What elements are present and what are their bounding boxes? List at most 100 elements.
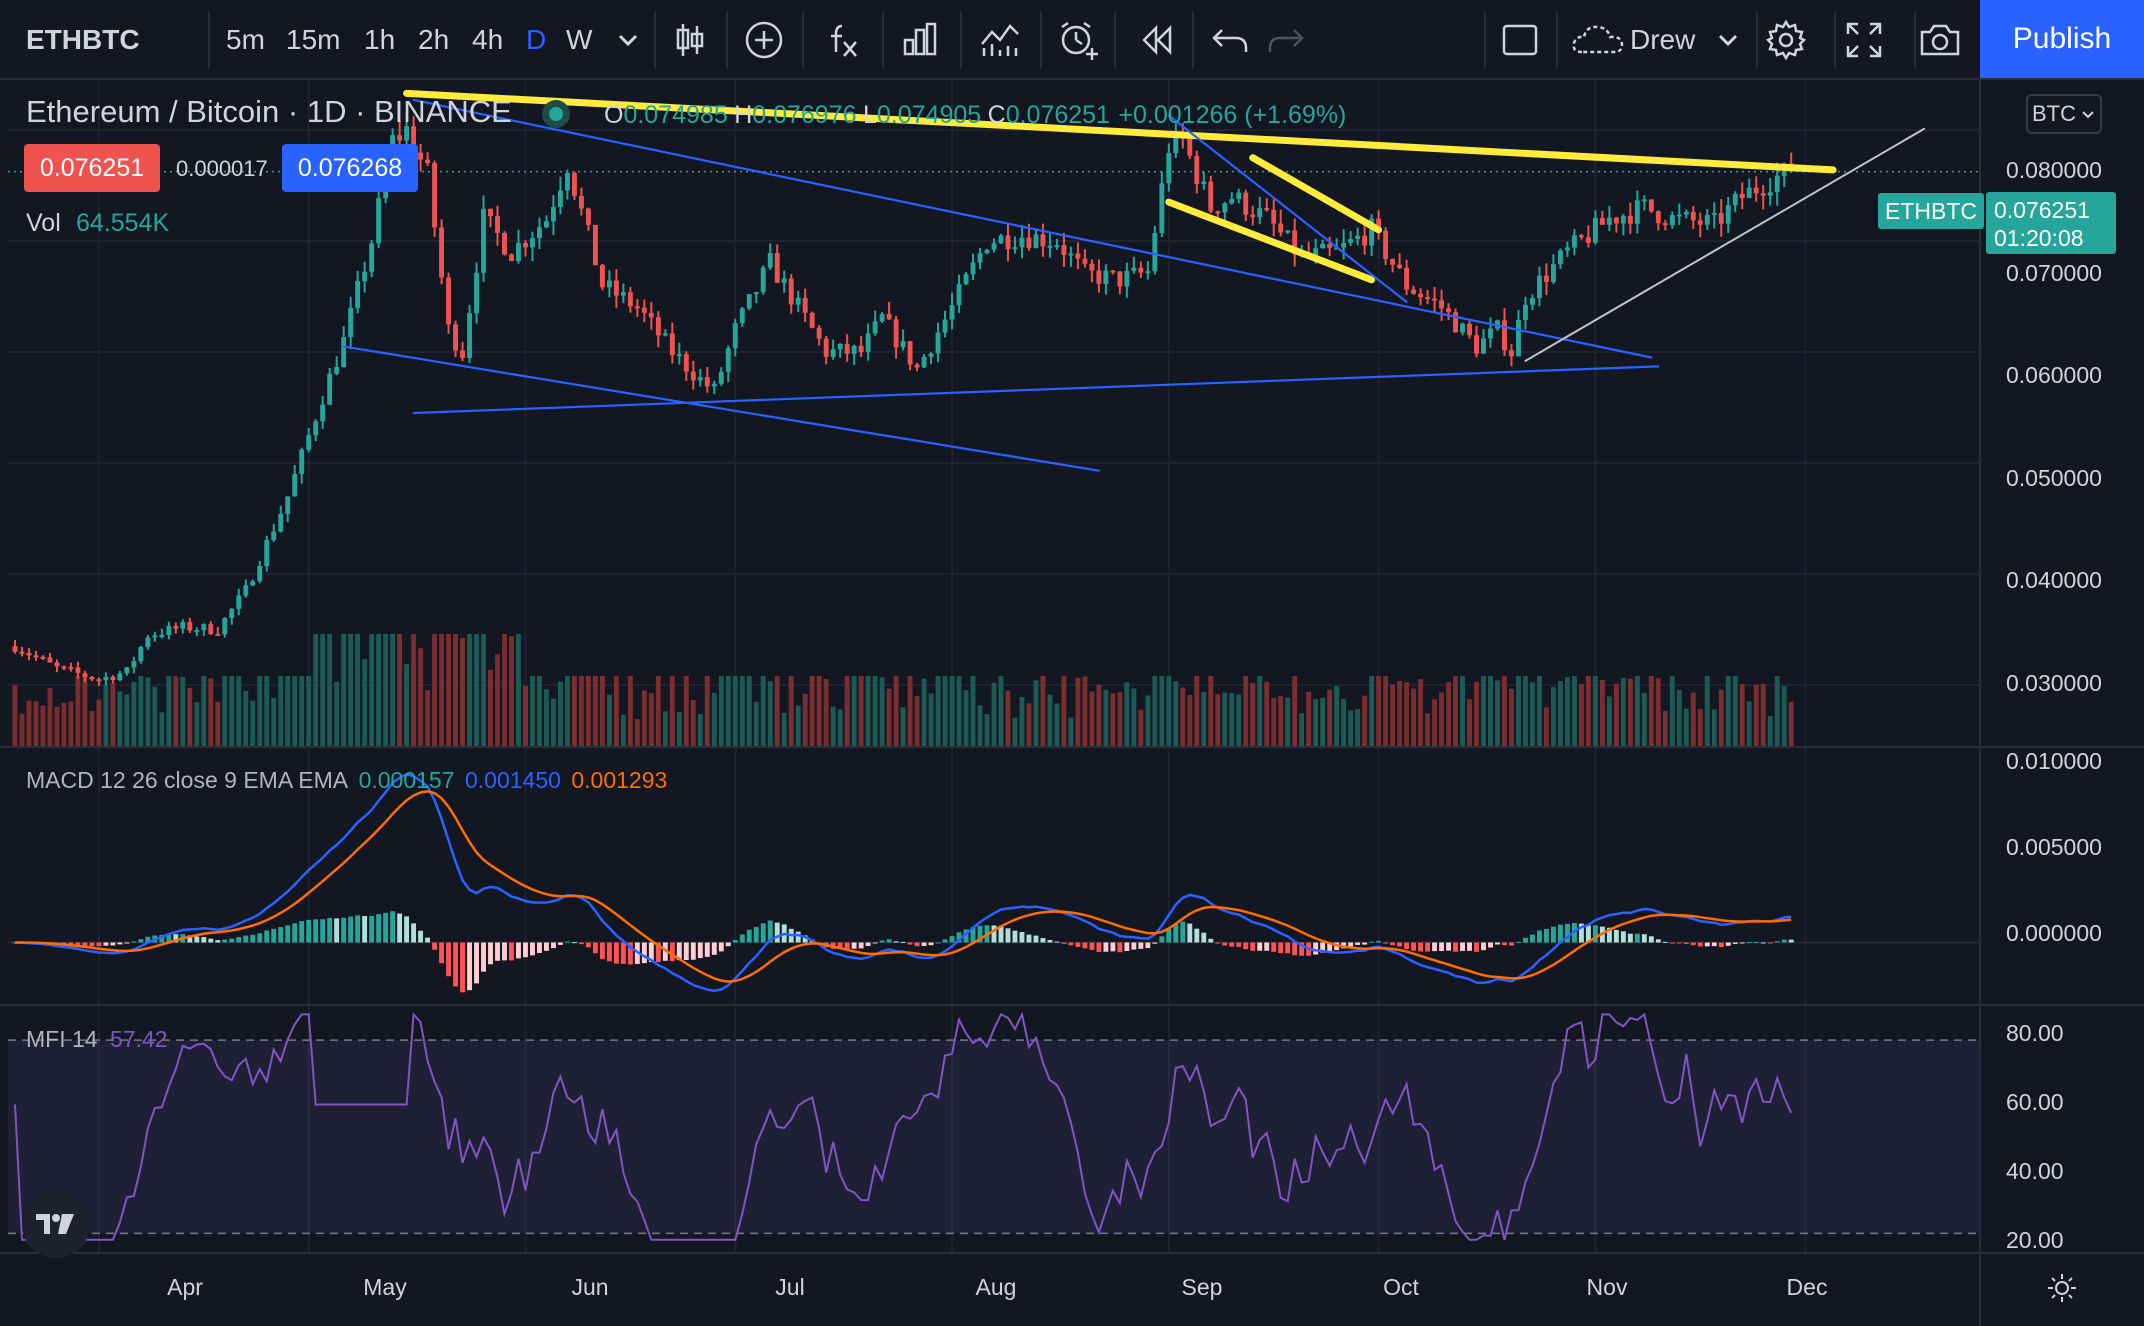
candle-body — [1767, 192, 1773, 196]
candle-body — [998, 235, 1004, 244]
volume-bar — [1592, 676, 1598, 746]
interval-w[interactable]: W — [566, 24, 593, 55]
volume-bar — [516, 634, 521, 746]
time-tick: Dec — [1786, 1274, 1828, 1300]
chevron-down-icon — [2082, 111, 2094, 119]
interval-d[interactable]: D — [526, 24, 547, 55]
mfi-line — [14, 1011, 1793, 1241]
indicators-fx-icon[interactable] — [822, 18, 866, 62]
candle-body — [222, 618, 228, 635]
macd-hist-bar — [1383, 942, 1389, 944]
layout-square-icon[interactable] — [1498, 18, 1542, 62]
candle-body — [418, 152, 424, 160]
candle-body — [54, 662, 60, 667]
macd-hist-bar — [1718, 942, 1724, 948]
gear-icon[interactable] — [1764, 18, 1808, 62]
candle-body — [746, 294, 752, 309]
interval-15m[interactable]: 15m — [286, 24, 341, 55]
bar-chart-icon[interactable] — [898, 18, 942, 62]
candle-body — [732, 323, 738, 349]
interval-1h[interactable]: 1h — [364, 24, 396, 55]
volume-bar — [1530, 682, 1535, 746]
macd-hist-bar — [676, 942, 682, 961]
interval-5m[interactable]: 5m — [226, 24, 265, 55]
volume-bar — [481, 634, 486, 746]
undo-icon[interactable] — [1208, 18, 1252, 62]
tradingview-logo[interactable] — [22, 1190, 90, 1258]
interval-2h[interactable]: 2h — [418, 24, 450, 55]
volume-bar — [655, 676, 661, 746]
chevron-down-icon[interactable] — [606, 18, 650, 62]
candle-body — [1047, 245, 1053, 248]
candle-body — [376, 198, 382, 244]
macd-hist-bar — [1634, 933, 1640, 943]
macd-hist-bar — [963, 929, 969, 943]
candle-body — [788, 278, 794, 305]
candle-body — [257, 566, 263, 582]
replay-icon[interactable] — [1134, 18, 1178, 62]
compare-chart-icon[interactable] — [978, 18, 1022, 62]
volume-bar — [1523, 676, 1528, 746]
candle-body — [1585, 237, 1591, 243]
layout-name[interactable]: Drew — [1630, 24, 1696, 55]
currency-selector[interactable]: BTC — [2026, 94, 2102, 134]
macd-hist-bar — [285, 925, 291, 943]
publish-button[interactable]: Publish — [1980, 0, 2144, 78]
volume-bar — [1187, 695, 1193, 746]
candle-body — [620, 292, 626, 296]
volume-bar — [271, 697, 277, 746]
macd-hist-bar — [1271, 942, 1277, 952]
volume-bar — [1033, 680, 1039, 746]
macd-hist-bar — [1781, 939, 1787, 943]
candle-body — [292, 474, 298, 497]
symbol-search[interactable]: ETHBTC — [26, 24, 140, 55]
candle-body — [949, 305, 955, 320]
volume-bar — [285, 676, 291, 746]
macd-hist-bar — [1404, 942, 1410, 950]
candle-body — [977, 253, 983, 263]
volume-bar — [1145, 695, 1151, 746]
volume-bar — [1606, 696, 1612, 746]
sell-button[interactable]: 0.076251 — [24, 144, 160, 192]
macd-hist-bar — [1627, 933, 1633, 943]
volume-bar — [1397, 680, 1403, 746]
trendlines[interactable] — [342, 89, 1926, 472]
volume-bar — [425, 690, 431, 746]
macd-hist-bar — [970, 927, 976, 943]
volume-bar — [1005, 690, 1011, 746]
candle-body — [488, 208, 493, 217]
last-price-tag: 0.076251 01:20:08 — [1986, 192, 2116, 254]
volume-bar — [313, 634, 319, 746]
macd-hist-bar — [760, 923, 766, 943]
alarm-clock-icon[interactable] — [1056, 18, 1100, 62]
macd-hist-bar — [718, 942, 724, 952]
volume-bar — [571, 676, 577, 746]
plus-circle-icon[interactable] — [742, 18, 786, 62]
candle-body — [1313, 248, 1319, 256]
volume-bar — [1564, 677, 1570, 746]
macd-hist-bar — [613, 942, 619, 964]
macd-hist-bar — [1166, 929, 1172, 943]
chart-canvas[interactable] — [0, 80, 2144, 1326]
macd-hist-bar — [767, 920, 773, 943]
fullscreen-icon[interactable] — [1842, 18, 1886, 62]
macd-hist-bar — [257, 933, 263, 943]
macd-hist-bar — [75, 942, 81, 946]
camera-icon[interactable] — [1918, 18, 1962, 62]
volume-bar — [1229, 693, 1235, 746]
candle-body — [313, 421, 319, 436]
candle-body — [1012, 247, 1018, 250]
chevron-down-icon[interactable] — [1706, 18, 1750, 62]
macd-hist-bar — [460, 942, 465, 993]
volume-bar — [1215, 694, 1221, 746]
toolbar-divider — [1834, 12, 1836, 68]
volume-bar — [613, 676, 619, 746]
volume-bar — [1662, 710, 1668, 746]
macd-hist-bar — [599, 942, 605, 959]
redo-icon[interactable] — [1264, 18, 1308, 62]
interval-4h[interactable]: 4h — [472, 24, 504, 55]
cloud-icon[interactable] — [1570, 18, 1626, 62]
candles-icon[interactable] — [668, 18, 712, 62]
buy-button[interactable]: 0.076268 — [282, 144, 418, 192]
settings-sun-icon[interactable] — [2046, 1272, 2078, 1304]
